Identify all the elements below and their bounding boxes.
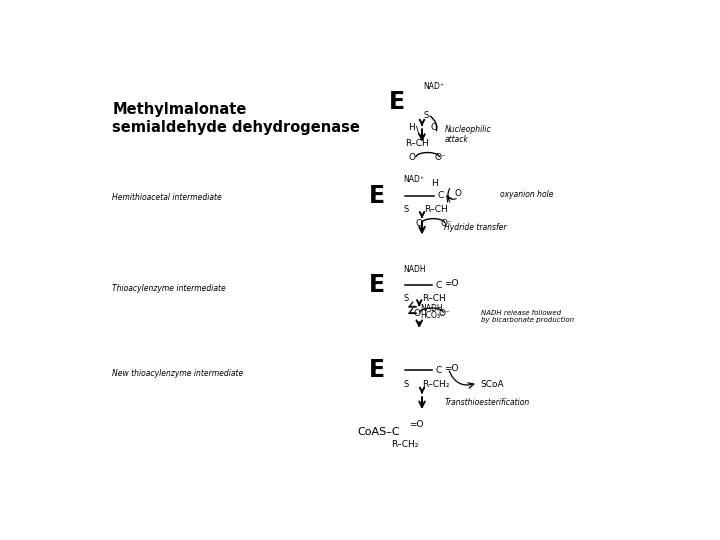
Text: \: \ xyxy=(416,126,420,136)
Text: R–CH: R–CH xyxy=(423,205,447,214)
Text: O: O xyxy=(454,189,462,198)
Text: =O: =O xyxy=(444,279,459,288)
Text: E: E xyxy=(369,184,385,208)
Text: Hydride transfer: Hydride transfer xyxy=(444,224,507,232)
Text: E: E xyxy=(369,273,385,297)
Text: O: O xyxy=(413,308,420,318)
Text: NADH release followed
by bicarbonate production: NADH release followed by bicarbonate pro… xyxy=(481,310,574,323)
Text: =O: =O xyxy=(444,364,459,373)
Text: Hemithioacetal intermediate: Hemithioacetal intermediate xyxy=(112,193,222,202)
Text: S: S xyxy=(404,380,409,389)
Text: Methylmalonate
semialdehyde dehydrogenase: Methylmalonate semialdehyde dehydrogenas… xyxy=(112,102,360,134)
Text: R–CH₂: R–CH₂ xyxy=(392,440,419,449)
Text: Nucleophilic
attack: Nucleophilic attack xyxy=(444,125,491,144)
Text: E: E xyxy=(389,90,405,114)
Text: NAD⁺: NAD⁺ xyxy=(404,175,425,184)
Text: R–CH: R–CH xyxy=(422,294,446,303)
Text: Transthioesterification: Transthioesterification xyxy=(444,398,530,407)
Text: oxyanion hole: oxyanion hole xyxy=(500,190,554,199)
Text: C: C xyxy=(438,191,444,200)
Text: O⁻: O⁻ xyxy=(441,219,452,228)
Text: S: S xyxy=(404,205,409,214)
Text: NADH: NADH xyxy=(420,305,443,313)
Text: E: E xyxy=(369,359,385,382)
Text: =O: =O xyxy=(409,420,423,429)
Text: HCO₃⁻: HCO₃⁻ xyxy=(420,311,444,320)
Text: O⁻: O⁻ xyxy=(438,308,451,318)
Text: CoAS–C: CoAS–C xyxy=(358,427,400,436)
Text: S: S xyxy=(404,294,409,303)
Text: C: C xyxy=(436,366,442,375)
Text: SCoA: SCoA xyxy=(481,380,504,389)
Text: Thioacylenzyme intermediate: Thioacylenzyme intermediate xyxy=(112,284,226,293)
Text: (: ( xyxy=(446,187,451,202)
Text: H: H xyxy=(408,123,415,132)
Text: C: C xyxy=(436,281,442,289)
Text: NADH: NADH xyxy=(404,265,426,274)
Text: R–CH: R–CH xyxy=(405,139,429,148)
Text: NAD⁺: NAD⁺ xyxy=(423,82,444,91)
Text: O: O xyxy=(408,153,415,162)
Text: R–CH₂: R–CH₂ xyxy=(422,381,449,389)
Text: New thioacylenzyme intermediate: New thioacylenzyme intermediate xyxy=(112,369,243,378)
Text: H: H xyxy=(431,179,438,188)
Text: O: O xyxy=(431,123,437,132)
Text: O⁻: O⁻ xyxy=(435,153,446,162)
Text: S: S xyxy=(423,111,428,120)
Text: O: O xyxy=(415,219,423,228)
